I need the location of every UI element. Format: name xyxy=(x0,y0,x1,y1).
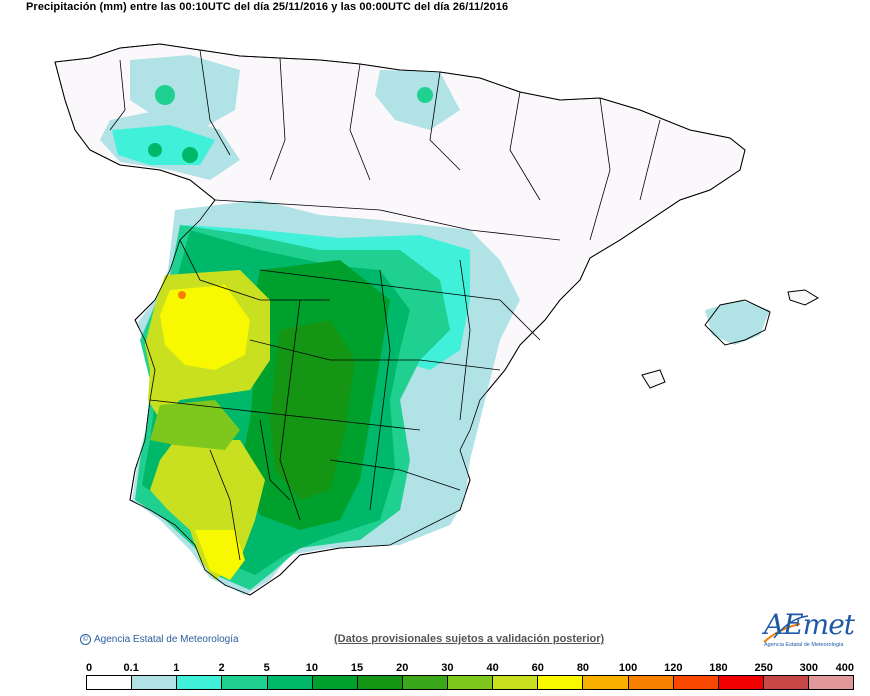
legend-swatch xyxy=(448,676,494,689)
legend-tick-label: 15 xyxy=(350,662,364,674)
legend-swatch xyxy=(87,676,133,689)
legend-swatch xyxy=(493,676,539,689)
legend-tick-label: 250 xyxy=(754,662,773,674)
agency-credit-text: Agencia Estatal de Meteorología xyxy=(94,634,239,645)
copyright-icon: © xyxy=(80,634,91,645)
precip-zone-north-cyan xyxy=(130,55,240,130)
legend-tick-label: 2 xyxy=(218,662,225,674)
mallorca-island xyxy=(704,299,771,346)
legend-color-bar xyxy=(86,675,854,690)
legend-swatch xyxy=(312,676,358,689)
aemet-logo-icon xyxy=(763,615,809,643)
legend-tick-label: 1 xyxy=(173,662,180,674)
legend-tick-label: 20 xyxy=(396,662,409,674)
legend-tick-label: 100 xyxy=(618,662,638,674)
legend-swatch xyxy=(222,676,268,689)
legend-swatch xyxy=(673,676,719,689)
legend-tick-label: 400 xyxy=(835,662,854,674)
map-canvas xyxy=(54,43,820,596)
menorca-island xyxy=(787,289,820,306)
precipitation-legend: 0 0.1 1 2 5 10 15 20 30 40 60 80 100 120 180 250 300 400 xyxy=(86,662,854,692)
legend-tick-label: 0 xyxy=(86,662,93,674)
precip-zone-yellow-south xyxy=(195,530,245,580)
legend-swatch xyxy=(267,676,313,689)
legend-tick-label: 10 xyxy=(305,662,318,674)
legend-tick-label: 0.1 xyxy=(123,662,139,674)
province-borders xyxy=(54,43,746,596)
legend-swatch xyxy=(538,676,584,689)
legend-swatch xyxy=(809,676,854,689)
legend-swatch xyxy=(628,676,674,689)
legend-swatch xyxy=(357,676,403,689)
agency-credit: © Agencia Estatal de Meteorología xyxy=(80,634,239,645)
aemet-logo-text: AEmet xyxy=(764,608,855,641)
legend-tick-label: 300 xyxy=(799,662,818,674)
legend-tick-label: 60 xyxy=(531,662,544,674)
precip-zone-basque xyxy=(375,70,460,130)
precip-spot-nw-2 xyxy=(148,143,162,157)
legend-tick-label: 5 xyxy=(263,662,270,674)
legend-swatch xyxy=(177,676,223,689)
legend-swatch xyxy=(402,676,448,689)
legend-tick-label: 120 xyxy=(664,662,683,674)
precip-zone-yellow xyxy=(160,285,250,370)
legend-ticks: 0 0.1 1 2 5 10 15 20 30 40 60 80 100 120 180 250 300 400 xyxy=(86,662,854,674)
map-title: Precipitación (mm) entre las 00:10UTC de… xyxy=(26,1,509,13)
legend-tick-label: 180 xyxy=(709,662,728,674)
legend-tick-label: 40 xyxy=(486,662,499,674)
legend-tick-label: 80 xyxy=(576,662,590,674)
precip-zone-light-green xyxy=(150,400,240,450)
precipitation-map xyxy=(54,43,820,596)
aemet-logo-subtitle: Agencia Estatal de Meteorología xyxy=(764,642,844,648)
legend-swatch xyxy=(583,676,629,689)
legend-swatch xyxy=(132,676,178,689)
precip-zone-balearic xyxy=(705,300,770,345)
legend-swatch xyxy=(718,676,764,689)
precip-zone-green-15-20 xyxy=(270,320,355,500)
legend-tick-label: 30 xyxy=(441,662,454,674)
precip-peak-orange xyxy=(178,291,186,299)
legend-swatch xyxy=(763,676,809,689)
precip-spot-nw-1 xyxy=(155,85,175,105)
data-disclaimer: (Datos provisionales sujetos a validació… xyxy=(334,633,605,645)
ibiza-island xyxy=(641,369,666,389)
precip-spot-nw-3 xyxy=(182,147,198,163)
precip-spot-basque xyxy=(417,87,433,103)
